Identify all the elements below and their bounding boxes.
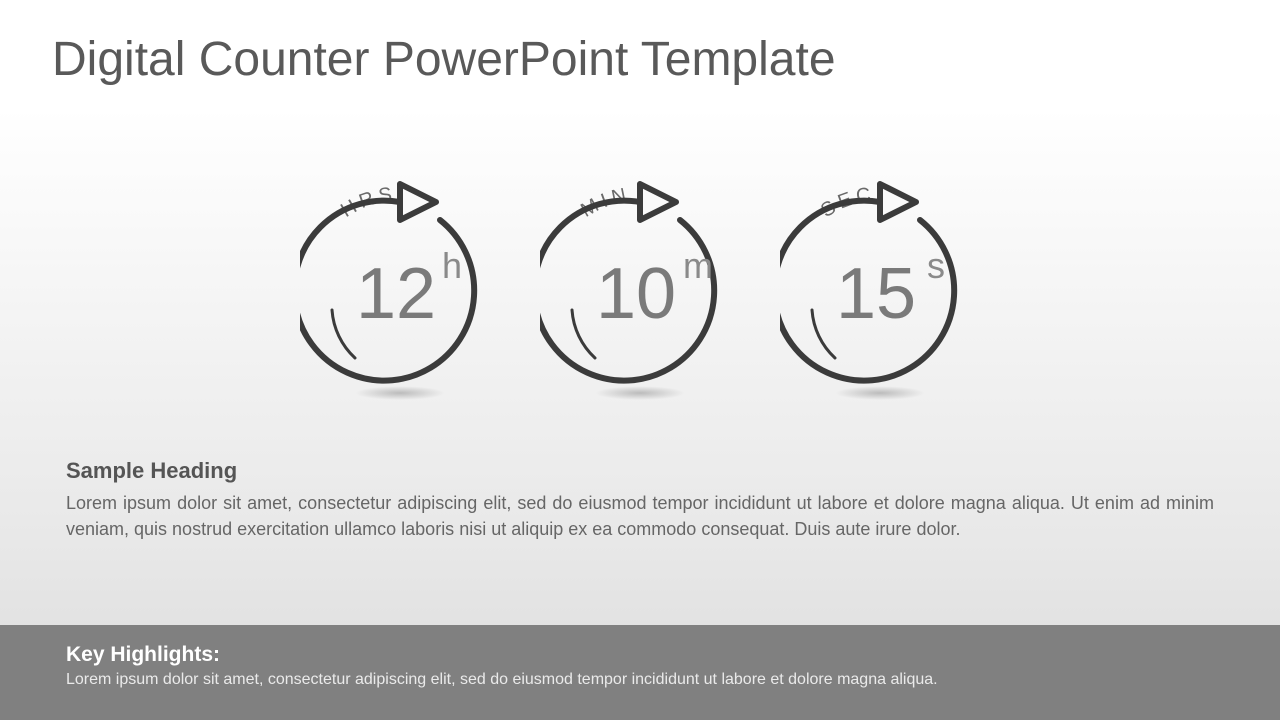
page-title: Digital Counter PowerPoint Template — [52, 32, 836, 87]
counter-seconds: SEC 15 s — [780, 160, 980, 410]
footer-paragraph: Lorem ipsum dolor sit amet, consectetur … — [66, 671, 1214, 689]
dial-shadow — [835, 386, 925, 400]
body-section: Sample Heading Lorem ipsum dolor sit ame… — [66, 458, 1214, 542]
counter-value: 12 — [356, 254, 436, 334]
dial-shadow — [355, 386, 445, 400]
dial-seconds-icon: SEC 15 s — [780, 160, 980, 390]
footer-bar: Key Highlights: Lorem ipsum dolor sit am… — [0, 625, 1280, 720]
counter-unit: m — [683, 245, 713, 286]
counter-row: HRS 12 h MIN 10 m SEC — [300, 160, 980, 410]
footer-heading: Key Highlights: — [66, 643, 1214, 667]
counter-value: 15 — [836, 254, 916, 334]
counter-unit: h — [442, 245, 462, 286]
counter-value: 10 — [596, 254, 676, 334]
body-heading: Sample Heading — [66, 458, 1214, 484]
body-paragraph: Lorem ipsum dolor sit amet, consectetur … — [66, 490, 1214, 542]
dial-minutes-icon: MIN 10 m — [540, 160, 740, 390]
counter-unit: s — [927, 245, 945, 286]
counter-hours: HRS 12 h — [300, 160, 500, 410]
dial-shadow — [595, 386, 685, 400]
dial-hours-icon: HRS 12 h — [300, 160, 500, 390]
counter-minutes: MIN 10 m — [540, 160, 740, 410]
